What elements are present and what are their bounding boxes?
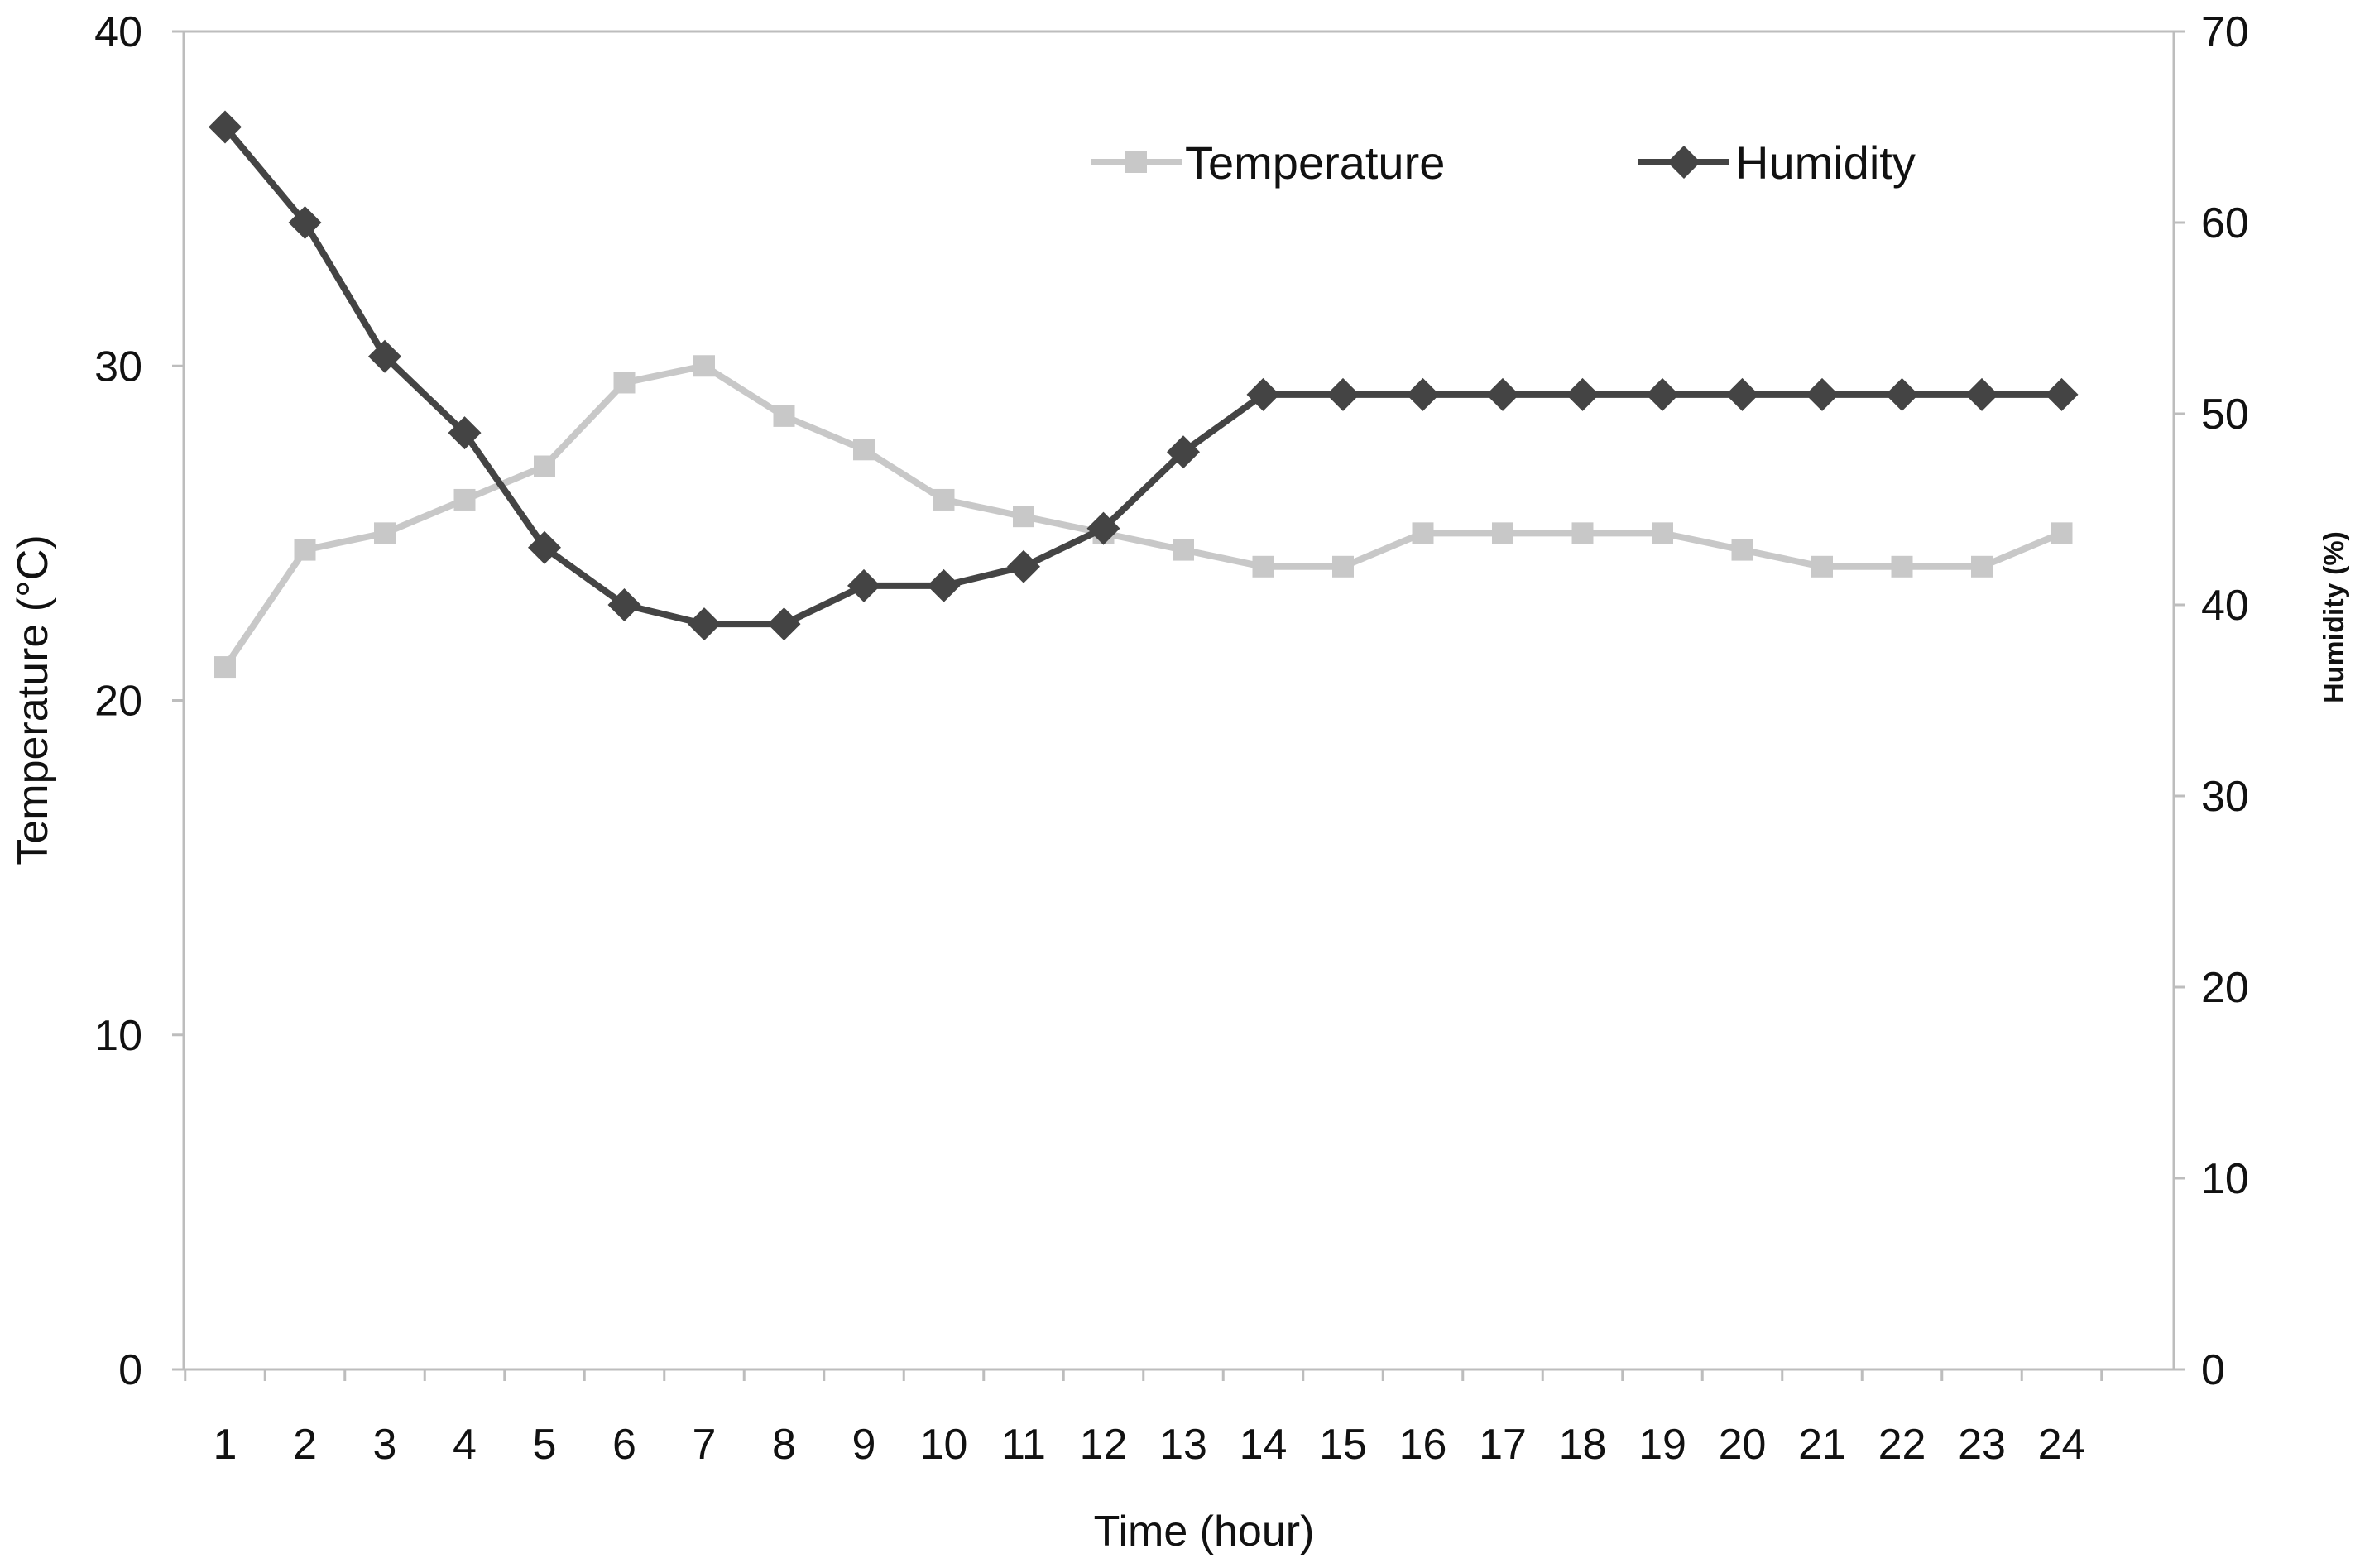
humidity-point: [1167, 435, 1200, 469]
legend-humidity-label: Humidity: [1735, 137, 1916, 189]
x-tick-label: 4: [453, 1421, 477, 1469]
temperature-point: [1731, 539, 1753, 561]
x-tick-label: 24: [2038, 1421, 2086, 1469]
temperature-point: [1571, 522, 1594, 544]
humidity-point: [1486, 377, 1519, 411]
humidity-point: [288, 206, 322, 239]
x-tick-label: 23: [1958, 1421, 2006, 1469]
right-tick-label: 50: [2201, 391, 2249, 439]
humidity-point: [1806, 377, 1839, 411]
x-tick-label: 2: [293, 1421, 317, 1469]
temperature-series-line: [222, 362, 2064, 669]
left-axis-ticks: 0 10 20 30 40: [94, 8, 184, 1394]
humidity-point: [1965, 377, 1998, 411]
right-tick-label: 60: [2201, 199, 2249, 247]
right-tick-label: 0: [2201, 1346, 2225, 1394]
right-tick-label: 20: [2201, 964, 2249, 1012]
x-tick-label: 13: [1159, 1421, 1207, 1469]
left-tick-label: 0: [118, 1346, 142, 1394]
humidity-point: [1406, 377, 1440, 411]
x-tick-label: 18: [1559, 1421, 1607, 1469]
humidity-point: [1646, 377, 1679, 411]
series-layer: [209, 110, 2079, 679]
humidity-point: [1246, 377, 1280, 411]
humidity-point: [1885, 377, 1919, 411]
legend-humidity-marker: [1667, 146, 1700, 179]
temperature-point: [1412, 522, 1434, 544]
humidity-point: [847, 568, 880, 602]
temperature-point: [534, 455, 555, 477]
right-tick-label: 10: [2201, 1155, 2249, 1203]
humidity-point: [209, 110, 242, 144]
temperature-point: [1173, 539, 1194, 561]
humidity-point: [368, 339, 401, 373]
legend-temperature-marker: [1125, 151, 1147, 173]
x-tick-label: 16: [1399, 1421, 1447, 1469]
legend-temperature-label: Temperature: [1185, 137, 1445, 189]
left-tick-label: 40: [94, 8, 142, 56]
right-tick-label: 40: [2201, 582, 2249, 630]
humidity-point: [1725, 377, 1759, 411]
temperature-point: [1971, 555, 1993, 578]
x-tick-label: 15: [1319, 1421, 1367, 1469]
temperature-point: [1013, 506, 1034, 528]
x-tick-label: 6: [612, 1421, 636, 1469]
x-axis-title: Time (hour): [1094, 1508, 1315, 1556]
humidity-point: [927, 568, 961, 602]
temperature-point: [1332, 555, 1354, 578]
humidity-point: [1326, 377, 1360, 411]
temperature-point: [693, 355, 715, 377]
x-tick-label: 21: [1798, 1421, 1846, 1469]
x-tick-label: 14: [1240, 1421, 1288, 1469]
temperature-point: [773, 405, 795, 427]
x-tick-label: 1: [213, 1421, 237, 1469]
left-tick-label: 20: [94, 678, 142, 726]
x-tick-label: 19: [1638, 1421, 1686, 1469]
x-tick-label: 7: [693, 1421, 717, 1469]
humidity-point: [1566, 377, 1600, 411]
humidity-point: [2045, 377, 2079, 411]
temperature-point: [1811, 555, 1833, 578]
temperature-point: [374, 522, 396, 544]
x-tick-label: 11: [1001, 1421, 1046, 1469]
temperature-point: [853, 439, 875, 461]
x-tick-label: 3: [373, 1421, 397, 1469]
right-tick-label: 30: [2201, 773, 2249, 821]
x-tick-label: 12: [1080, 1421, 1128, 1469]
temperature-point: [2051, 522, 2073, 544]
x-tick-label: 22: [1878, 1421, 1926, 1469]
x-axis-ticks: 1 2 3 4 5 6 7 8 9 10 11 12 13 14 15 16 17 18 19 20 21 22 23 24: [184, 1369, 2103, 1469]
temperature-point: [1652, 522, 1673, 544]
right-y-axis-title: Humidity (%): [2319, 531, 2350, 703]
right-axis-ticks: 0 10 20 30 40 50 60 70: [2174, 8, 2249, 1394]
right-tick-label: 70: [2201, 8, 2249, 56]
x-tick-label: 8: [772, 1421, 796, 1469]
left-tick-label: 10: [94, 1012, 142, 1060]
humidity-point: [1086, 511, 1120, 545]
temperature-point: [613, 372, 636, 394]
temperature-point: [933, 488, 955, 511]
left-y-axis-title: Temperature (°C): [9, 535, 57, 865]
temperature-point: [294, 539, 316, 561]
humidity-point: [528, 530, 561, 564]
humidity-point: [1007, 549, 1040, 583]
x-tick-label: 10: [920, 1421, 968, 1469]
x-tick-label: 9: [852, 1421, 876, 1469]
temperature-point: [1252, 555, 1274, 578]
humidity-point: [767, 607, 801, 641]
temperature-point: [214, 656, 236, 679]
x-tick-label: 20: [1719, 1421, 1767, 1469]
temperature-point: [453, 488, 476, 511]
humidity-point: [607, 588, 641, 621]
left-tick-label: 30: [94, 343, 142, 391]
x-tick-label: 5: [533, 1421, 557, 1469]
legend: Temperature Humidity: [1091, 137, 1916, 189]
temperature-point: [1891, 555, 1913, 578]
humidity-series-line: [222, 124, 2062, 628]
x-tick-label: 17: [1479, 1421, 1527, 1469]
humidity-point: [448, 416, 482, 450]
temperature-point: [1492, 522, 1513, 544]
humidity-point: [688, 607, 721, 641]
